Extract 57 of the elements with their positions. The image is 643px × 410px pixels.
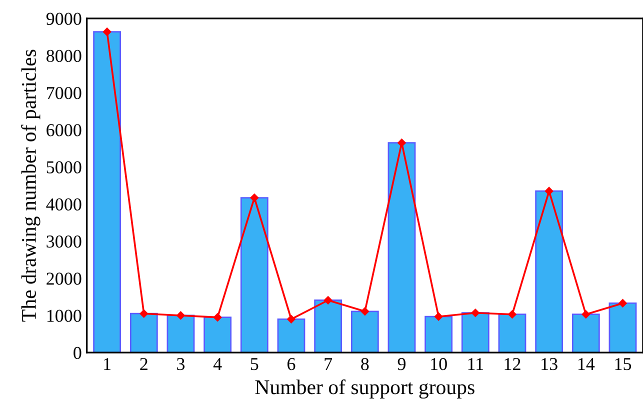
y-tick-label: 7000 [47,86,82,100]
point [508,310,516,318]
bar [572,314,600,353]
point [102,28,112,36]
y-tick-label: 8000 [46,50,82,62]
y-tick-label: 6000 [46,124,82,136]
y-tick-label: 1000 [47,310,82,322]
point [618,299,627,308]
point [287,315,296,324]
point [360,307,370,316]
point [434,312,443,321]
bar [608,302,637,353]
y-axis-title: The drawing number of particles [21,50,40,322]
x-tick-label: 12 [504,358,520,370]
bar [314,300,342,353]
y-tick-label: 5000 [46,161,82,174]
point [398,138,406,147]
x-tick-label: 10 [431,358,447,370]
bar [166,314,195,353]
point [213,313,222,322]
bar [93,31,122,353]
bar [350,310,379,353]
x-tick-label: 9 [398,358,406,370]
point [582,310,590,318]
point [324,296,332,304]
y-tick-label: 0 [74,346,82,360]
bar [424,316,453,353]
y-tick-label: 3000 [46,235,82,248]
point [250,194,259,202]
point [176,311,185,320]
bar [130,312,158,353]
y-tick-label: 4000 [46,198,82,211]
x-tick-label: 11 [468,358,484,370]
x-tick-label: 15 [615,358,632,370]
x-tick-label: 5 [250,358,258,370]
x-tick-label: 2 [140,358,148,370]
bar [535,190,564,353]
bar [204,316,232,353]
x-tick-label: 3 [177,358,185,370]
x-tick-label: 14 [578,358,595,370]
y-tick-label: 9000 [46,12,82,25]
y-tick-label: 2000 [46,272,82,285]
x-axis-title: Number of support groups [255,379,474,399]
bar [461,312,490,353]
x-tick-label: 8 [361,358,369,370]
point [140,309,148,318]
x-tick-label: 7 [324,358,332,370]
x-tick-label: 13 [542,358,558,370]
point [544,186,554,196]
bar [277,318,306,353]
bar [240,197,268,353]
x-tick-label: 6 [287,358,296,370]
bar [498,314,526,353]
bar [388,142,416,353]
x-tick-label: 1 [104,358,110,370]
x-tick-label: 4 [213,358,222,370]
point [471,308,480,318]
